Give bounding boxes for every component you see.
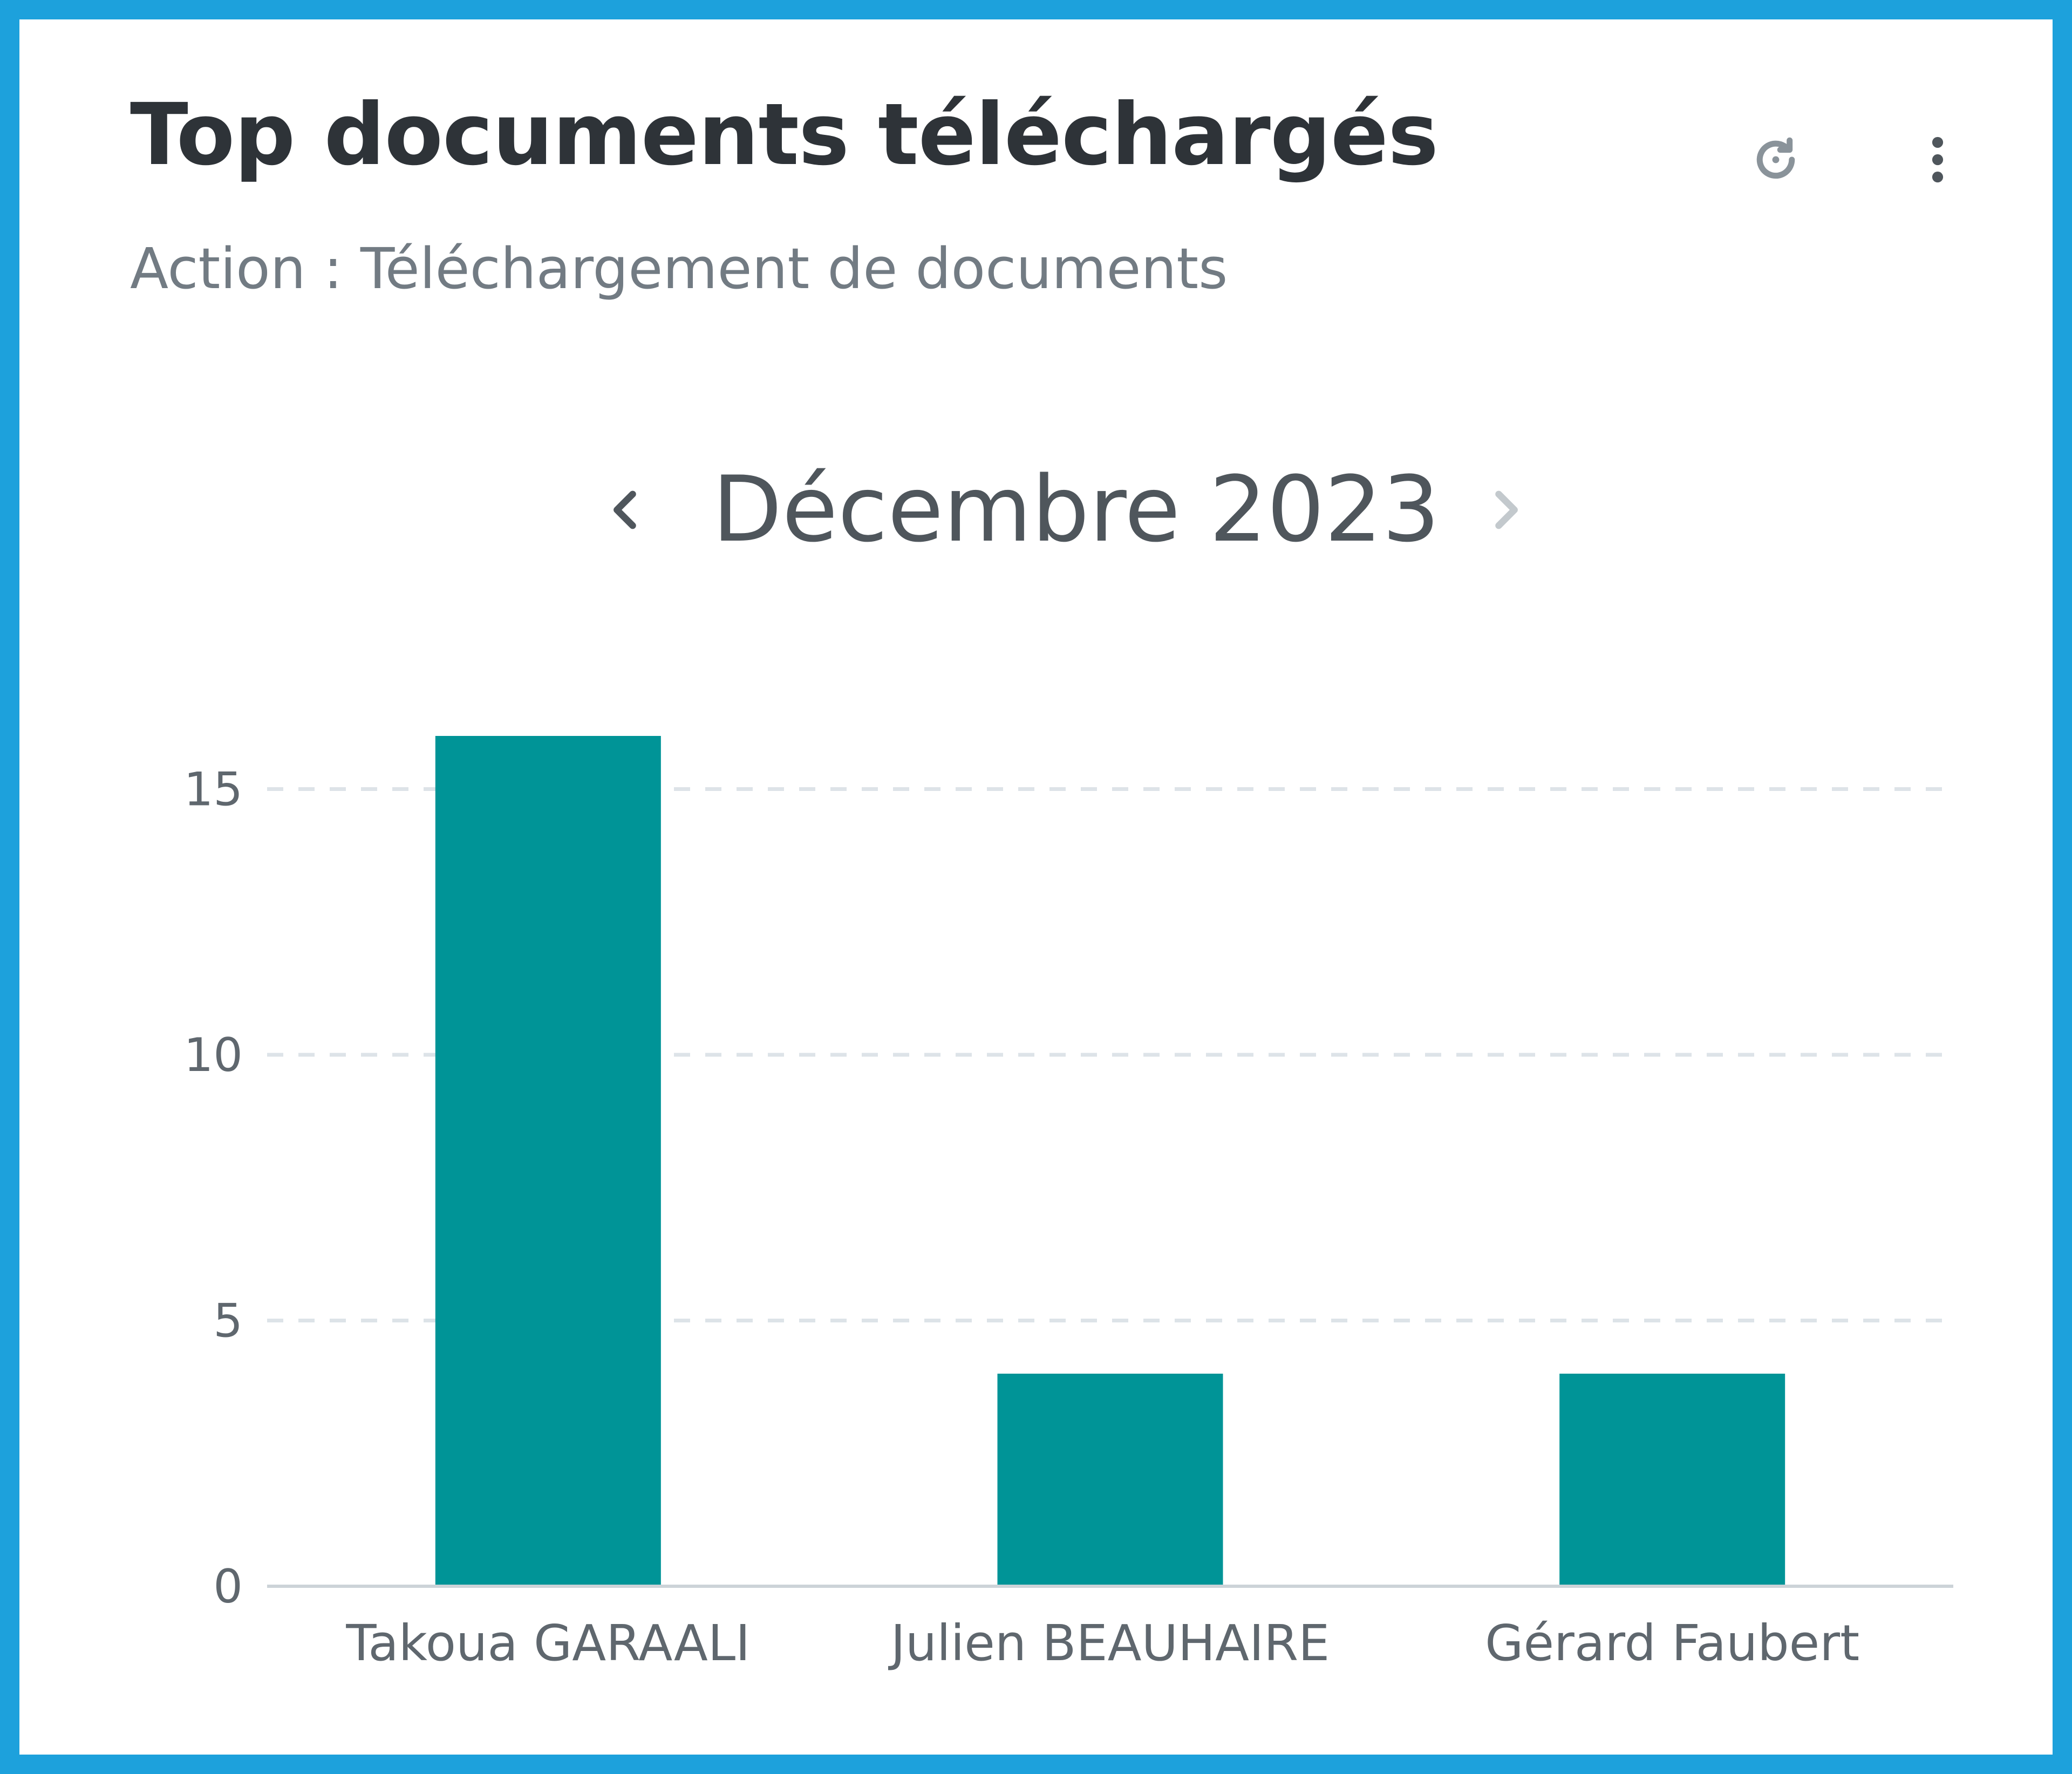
refresh-button[interactable]: [1735, 119, 1816, 200]
bar: [435, 736, 661, 1586]
refresh-icon: [1756, 137, 1795, 179]
previous-period-button[interactable]: [585, 469, 666, 550]
next-period-button[interactable]: [1465, 469, 1546, 550]
more-options-button[interactable]: [1897, 119, 1978, 200]
y-tick-label: 0: [213, 1560, 243, 1614]
more-vertical-icon: [1932, 137, 1944, 183]
bar: [997, 1374, 1223, 1586]
x-tick-label: Julien BEAUHAIRE: [888, 1614, 1330, 1672]
x-tick-label: Takoua GARAALI: [345, 1614, 750, 1672]
widget-subtitle: Action : Téléchargement de documents: [130, 236, 1228, 302]
chart-svg: 0 5 10 15 Takoua GARAALI Julien BEAUHAIRE Géra…: [184, 736, 1953, 1672]
widget-title: Top documents téléchargés: [130, 85, 1439, 185]
chevron-left-icon: [614, 490, 636, 529]
chevron-right-icon: [1495, 490, 1518, 529]
period-label: Décembre 2023: [712, 456, 1440, 562]
y-tick-label: 5: [213, 1294, 243, 1348]
period-navigator: Décembre 2023: [0, 453, 2033, 577]
x-tick-label: Gérard Faubert: [1485, 1614, 1859, 1672]
bar-chart: 0 5 10 15 Takoua GARAALI Julien BEAUHAIRE Géra…: [184, 736, 1953, 1672]
bar: [1559, 1374, 1785, 1586]
y-tick-label: 10: [184, 1028, 243, 1082]
y-tick-label: 15: [184, 763, 243, 817]
